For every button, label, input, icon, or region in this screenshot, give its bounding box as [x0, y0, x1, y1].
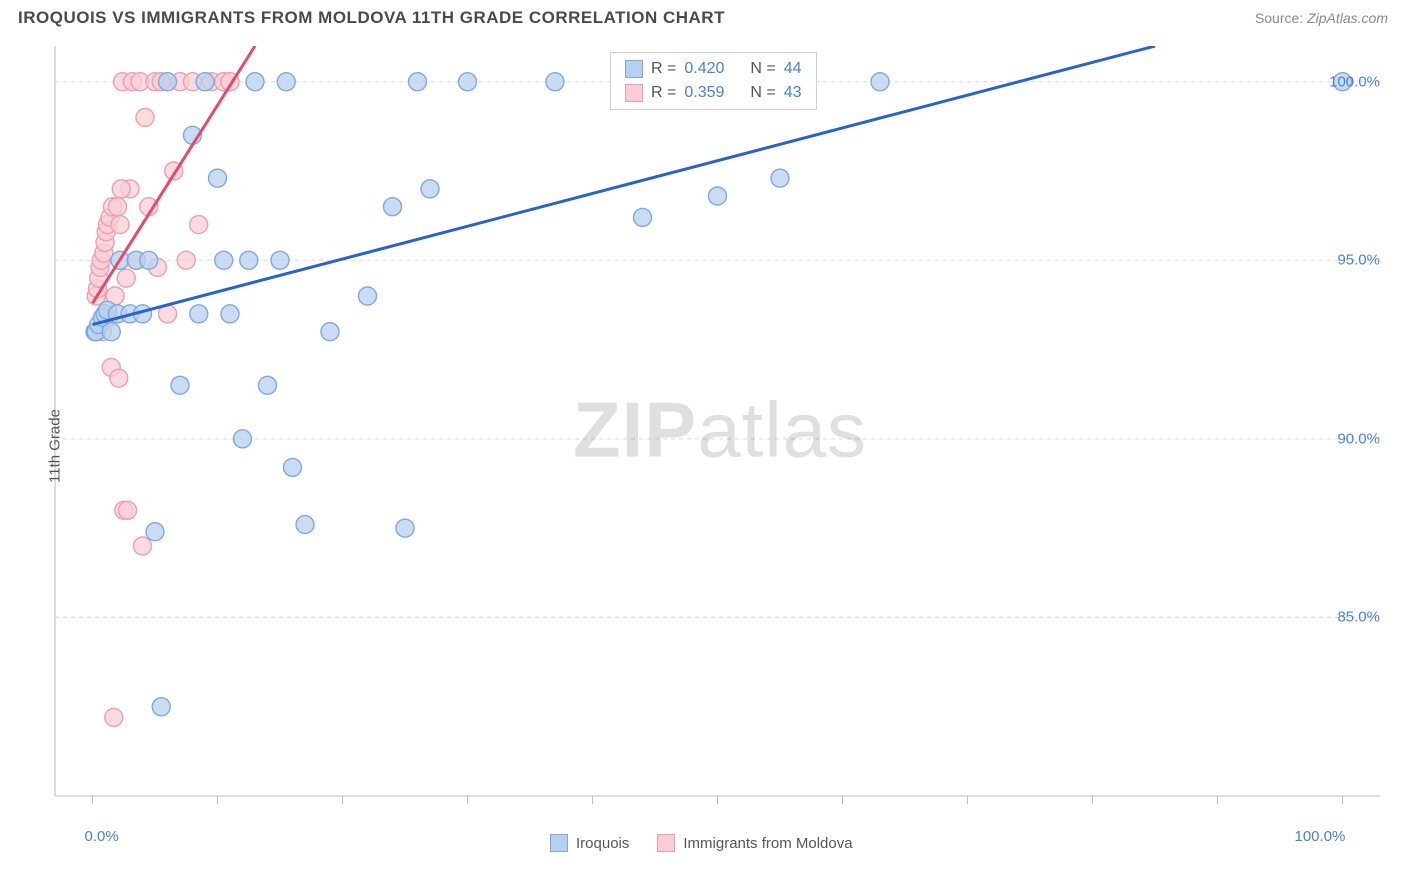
- correlation-legend-row: R = 0.359 N = 43: [611, 81, 816, 105]
- series-legend-item: Iroquois: [550, 834, 629, 852]
- series-name: Iroquois: [576, 835, 629, 852]
- chart-title: IROQUOIS VS IMMIGRANTS FROM MOLDOVA 11TH…: [18, 8, 725, 28]
- legend-swatch: [550, 834, 568, 852]
- n-value: 44: [784, 60, 802, 78]
- r-value: 0.359: [684, 84, 724, 102]
- y-axis-label: 11th Grade: [46, 409, 63, 483]
- series-legend-item: Immigrants from Moldova: [657, 834, 852, 852]
- y-tick-label: 90.0%: [1337, 430, 1380, 447]
- source-value: ZipAtlas.com: [1307, 10, 1388, 26]
- y-tick-label: 95.0%: [1337, 252, 1380, 269]
- legend-swatch: [625, 84, 643, 102]
- n-label: N =: [750, 60, 775, 78]
- x-tick-label: 100.0%: [1295, 828, 1346, 845]
- n-value: 43: [784, 84, 802, 102]
- chart-container: 11th Grade ZIPatlas R =0.420N =44R =0.35…: [50, 46, 1390, 846]
- r-value: 0.420: [684, 60, 724, 78]
- chart-svg: [50, 46, 1390, 846]
- x-tick-label: 0.0%: [85, 828, 119, 845]
- y-tick-label: 100.0%: [1329, 73, 1380, 90]
- source-attribution: Source: ZipAtlas.com: [1255, 10, 1388, 26]
- r-label: R =: [651, 84, 676, 102]
- y-tick-label: 85.0%: [1337, 609, 1380, 626]
- n-label: N =: [750, 84, 775, 102]
- legend-swatch: [625, 60, 643, 78]
- r-label: R =: [651, 60, 676, 78]
- legend-swatch: [657, 834, 675, 852]
- series-name: Immigrants from Moldova: [683, 835, 852, 852]
- correlation-legend-row: R = 0.420 N = 44: [611, 57, 816, 81]
- source-label: Source:: [1255, 10, 1307, 26]
- series-legend: Iroquois Immigrants from Moldova: [550, 834, 853, 852]
- correlation-legend: R = 0.420 N = 44 R = 0.359 N = 43: [610, 52, 817, 110]
